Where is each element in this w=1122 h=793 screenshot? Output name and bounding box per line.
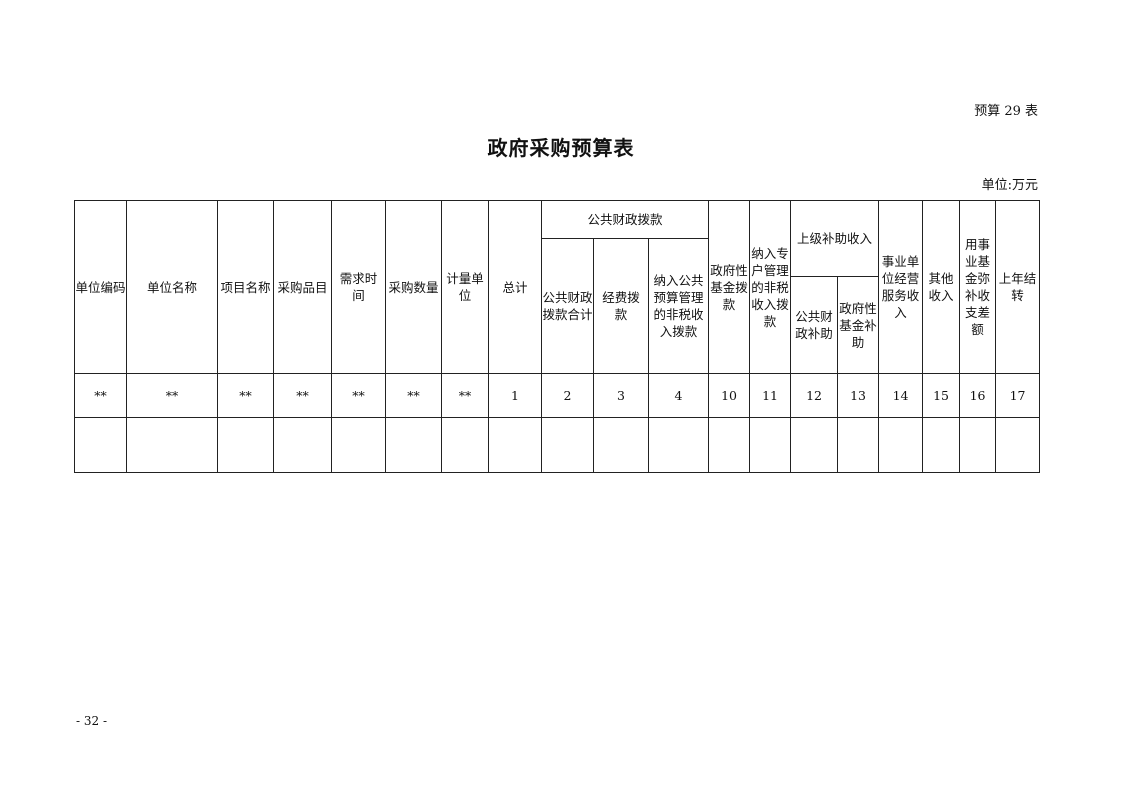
header-carryover: 上年结 转	[995, 200, 1041, 374]
table-cell: 16	[959, 373, 997, 418]
header-business-income: 事业单 位经营 服务收 入	[878, 200, 924, 374]
table-cell: **	[441, 373, 489, 418]
header-row: 单位编码 单位名称 项目名称 采购品目 需求时 间 采购数量 计量单 位 总计 …	[74, 200, 1041, 374]
table-cell: 2	[541, 373, 594, 418]
header-gov-fund: 政府性 基金拨 款	[708, 200, 751, 374]
header-public-finance-subsidy: 公共财 政补助	[790, 276, 839, 374]
table-cell: 4	[647, 373, 710, 418]
table-cell	[273, 417, 332, 473]
table-cell	[331, 417, 386, 473]
procurement-budget-table: 单位编码 单位名称 项目名称 采购品目 需求时 间 采购数量 计量单 位 总计 …	[74, 200, 1041, 473]
page-title: 政府采购预算表	[487, 136, 635, 160]
table-cell	[837, 417, 880, 473]
table-cell: 3	[593, 373, 649, 418]
table-cell: 13	[837, 373, 880, 418]
table-cell: 10	[708, 373, 751, 418]
table-cell: **	[331, 373, 386, 418]
table-cell: 17	[995, 373, 1041, 418]
table-cell: **	[126, 373, 218, 418]
header-public-finance: 公共财政拨款	[540, 200, 710, 239]
header-other-income: 其他 收入	[922, 200, 961, 374]
header-total: 总计	[488, 200, 542, 374]
table-cell	[217, 417, 274, 473]
header-unit-code: 单位编码	[74, 200, 127, 374]
table-id: 预算 29 表	[974, 104, 1038, 119]
table-cell	[74, 417, 127, 473]
table-cell	[749, 417, 792, 473]
code-row: ** ** ** ** ** ** ** 1 2 3 4 10 11 12 13 14 15 16 17	[74, 373, 1041, 418]
header-project-name: 项目名称	[217, 200, 274, 374]
table-cell	[708, 417, 751, 473]
header-gov-fund-subsidy: 政府性 基金补 助	[837, 276, 880, 374]
table-cell: **	[385, 373, 442, 418]
table-cell	[878, 417, 924, 473]
unit-label: 单位:万元	[981, 178, 1038, 193]
table-cell: 11	[749, 373, 792, 418]
table-cell: 12	[790, 373, 839, 418]
empty-row	[74, 417, 1041, 473]
header-quantity: 采购数量	[385, 200, 442, 374]
table-cell	[593, 417, 649, 473]
table-cell	[488, 417, 542, 473]
header-fund-balance: 用事 业基 金弥 补收 支差 额	[959, 200, 997, 374]
header-public-finance-total: 公共财政 拨款合计	[541, 238, 594, 374]
page-number: - 32 -	[76, 714, 108, 728]
table-cell	[790, 417, 839, 473]
header-superior-subsidy: 上级补助收入	[790, 200, 880, 277]
header-row: 公共财 政补助 政府性 基金补 助	[75, 276, 1040, 374]
header-funding: 经费拨 款	[593, 238, 649, 374]
header-measure-unit: 计量单 位	[441, 200, 489, 374]
table-cell	[959, 417, 997, 473]
header-item: 采购品目	[273, 200, 332, 374]
table-cell	[995, 417, 1041, 473]
table-cell: **	[217, 373, 274, 418]
table-cell	[385, 417, 442, 473]
header-unit-name: 单位名称	[126, 200, 218, 374]
header-demand-time: 需求时 间	[331, 200, 386, 374]
table-cell: 14	[878, 373, 924, 418]
header-nontax-budget: 纳入公共 预算管理 的非税收 入拨款	[647, 238, 710, 374]
table-cell: **	[273, 373, 332, 418]
table-cell: 1	[488, 373, 542, 418]
table-cell	[647, 417, 710, 473]
header-row: 公共财政 拨款合计 经费拨 款 纳入公共 预算管理 的非税收 入拨款	[75, 238, 1040, 374]
table-cell	[922, 417, 961, 473]
table-cell: 15	[922, 373, 961, 418]
table-cell	[126, 417, 218, 473]
header-special-account: 纳入专 户管理 的非税 收入拨 款	[749, 200, 792, 374]
table-cell	[441, 417, 489, 473]
table-cell: **	[74, 373, 127, 418]
table-cell	[541, 417, 594, 473]
